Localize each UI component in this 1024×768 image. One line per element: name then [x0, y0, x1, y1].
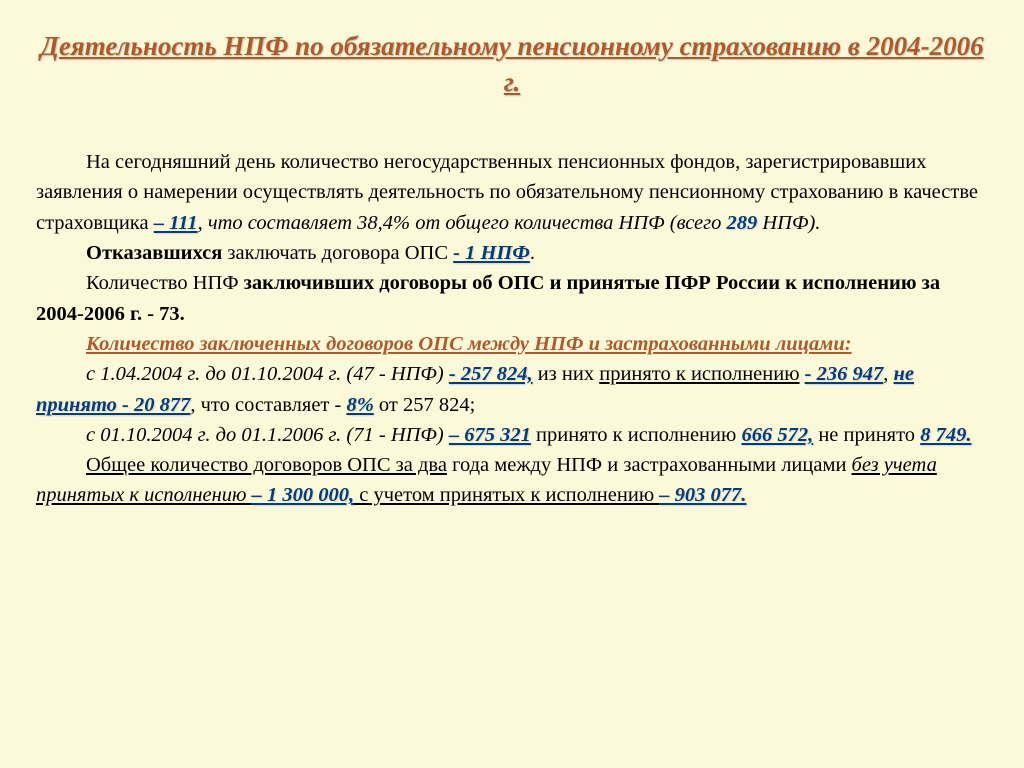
value-111: – 111 — [154, 212, 198, 234]
period2-range: с 01.10.2004 г. до 01.1.2006 г. (71 - НП… — [86, 424, 449, 446]
period2-v1: – 675 321 — [449, 424, 531, 446]
concluded-paragraph: Количество НПФ заключивших договоры об О… — [36, 268, 988, 329]
refused-paragraph: Отказавшихся заключать договора ОПС - 1 … — [36, 238, 988, 268]
period2-v2: 666 572, — [741, 424, 813, 446]
intro-text-3: НПФ). — [757, 212, 820, 234]
total-paragraph: Общее количество договоров ОПС за два го… — [36, 450, 988, 511]
total-text-a: Общее количество договоров ОПС за два — [86, 454, 447, 476]
intro-paragraph: На сегодняшний день количество негосудар… — [36, 147, 988, 238]
period1-v1: - 257 824, — [449, 363, 533, 385]
period1-range: с 1.04.2004 г. до 01.10.2004 г. (47 - НП… — [86, 363, 449, 385]
slide-title: Деятельность НПФ по обязательному пенсио… — [36, 28, 988, 101]
period2-text-c: не принято — [813, 424, 920, 446]
intro-text-2: , что составляет 38,4% от общего количес… — [198, 212, 727, 234]
total-text-d: с учетом принятых к исполнению — [354, 484, 659, 506]
total-text-b: года между НПФ и застрахованными лицами — [447, 454, 852, 476]
refused-text: заключать договора ОПС — [222, 242, 453, 264]
total-v1: – 1 300 000, — [252, 484, 355, 506]
total-v2: – 903 077. — [659, 484, 746, 506]
period2-v3: 8 749. — [920, 424, 971, 446]
slide-body: На сегодняшний день количество негосудар… — [36, 147, 988, 511]
section-header-text: Количество заключенных договоров ОПС меж… — [86, 333, 852, 355]
period1-v2: - 236 947 — [805, 363, 884, 385]
period1-v4: 8% — [346, 394, 373, 416]
period2-paragraph: с 01.10.2004 г. до 01.1.2006 г. (71 - НП… — [36, 420, 988, 450]
period2-text-b: принято к исполнению — [531, 424, 742, 446]
period1-text-e: от 257 824; — [374, 394, 476, 416]
concluded-prefix: Количество НПФ — [86, 272, 244, 294]
period1-text-d: , что составляет - — [190, 394, 346, 416]
refused-tail: . — [530, 242, 535, 264]
refused-value: - 1 НПФ — [453, 242, 530, 264]
value-289: 289 — [727, 212, 758, 234]
section-header: Количество заключенных договоров ОПС меж… — [36, 329, 988, 359]
period1-text-b: из них — [533, 363, 600, 385]
period1-text-c: , — [883, 363, 893, 385]
period1-paragraph: с 1.04.2004 г. до 01.10.2004 г. (47 - НП… — [36, 359, 988, 420]
refused-label: Отказавшихся — [86, 242, 222, 264]
period1-accepted-label: принято к исполнению — [599, 363, 799, 385]
